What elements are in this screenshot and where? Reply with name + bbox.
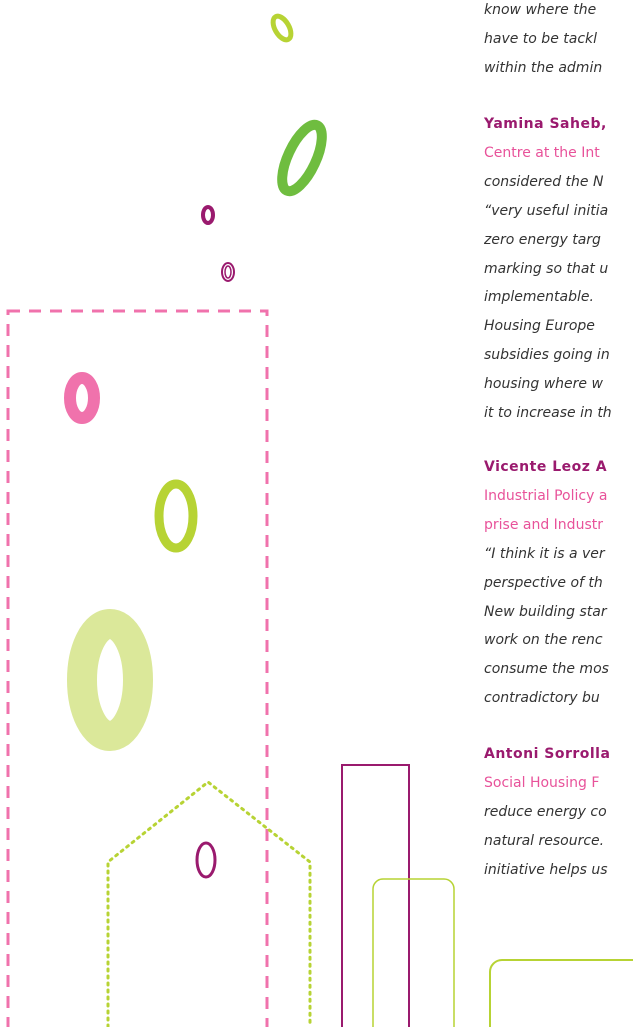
zero-glyph [82, 624, 138, 736]
text-line: Housing Europe [484, 316, 595, 336]
text-line: have to be tackl [484, 29, 597, 49]
zero-glyph [274, 119, 330, 196]
text-line: housing where w [484, 374, 603, 394]
text-line: it to increase in th [484, 403, 612, 423]
zero-glyph [197, 843, 215, 877]
text-line: marking so that u [484, 259, 608, 279]
zero-glyph [70, 378, 94, 418]
page: know where the have to be tackl within the… [0, 0, 633, 1027]
text-line: natural resource. [484, 831, 604, 851]
text-line: consume the mos [484, 659, 609, 679]
text-line: Social Housing F [484, 773, 599, 793]
zero-glyph [269, 13, 294, 43]
text-line: know where the [484, 0, 596, 20]
text-line: Centre at the Int [484, 143, 600, 163]
text-line: considered the N [484, 172, 603, 192]
text-line: zero energy targ [484, 230, 601, 250]
dotted-house [108, 782, 310, 1027]
zero-glyph [203, 207, 213, 223]
text-line: New building star [484, 602, 607, 622]
green-building [373, 879, 454, 1027]
purple-building [342, 765, 409, 1027]
text-line: initiative helps us [484, 860, 608, 880]
text-line: within the admin [484, 58, 602, 78]
text-line: reduce energy co [484, 802, 607, 822]
text-line: contradictory bu [484, 688, 600, 708]
text-line: “I think it is a ver [484, 544, 605, 564]
zero-glyph [159, 484, 193, 548]
text-line: Vicente Leoz A [484, 457, 607, 477]
text-line: “very useful initia [484, 201, 608, 221]
zero-glyph [225, 266, 231, 278]
text-line: Antoni Sorrolla [484, 744, 610, 764]
text-line: Industrial Policy a [484, 486, 607, 506]
text-line: subsidies going in [484, 345, 610, 365]
text-line: Yamina Saheb, [484, 114, 607, 134]
text-line: work on the renc [484, 630, 603, 650]
text-line: perspective of th [484, 573, 603, 593]
text-line: implementable. [484, 287, 594, 307]
green-building [490, 960, 633, 1027]
text-line: prise and Industr [484, 515, 603, 535]
